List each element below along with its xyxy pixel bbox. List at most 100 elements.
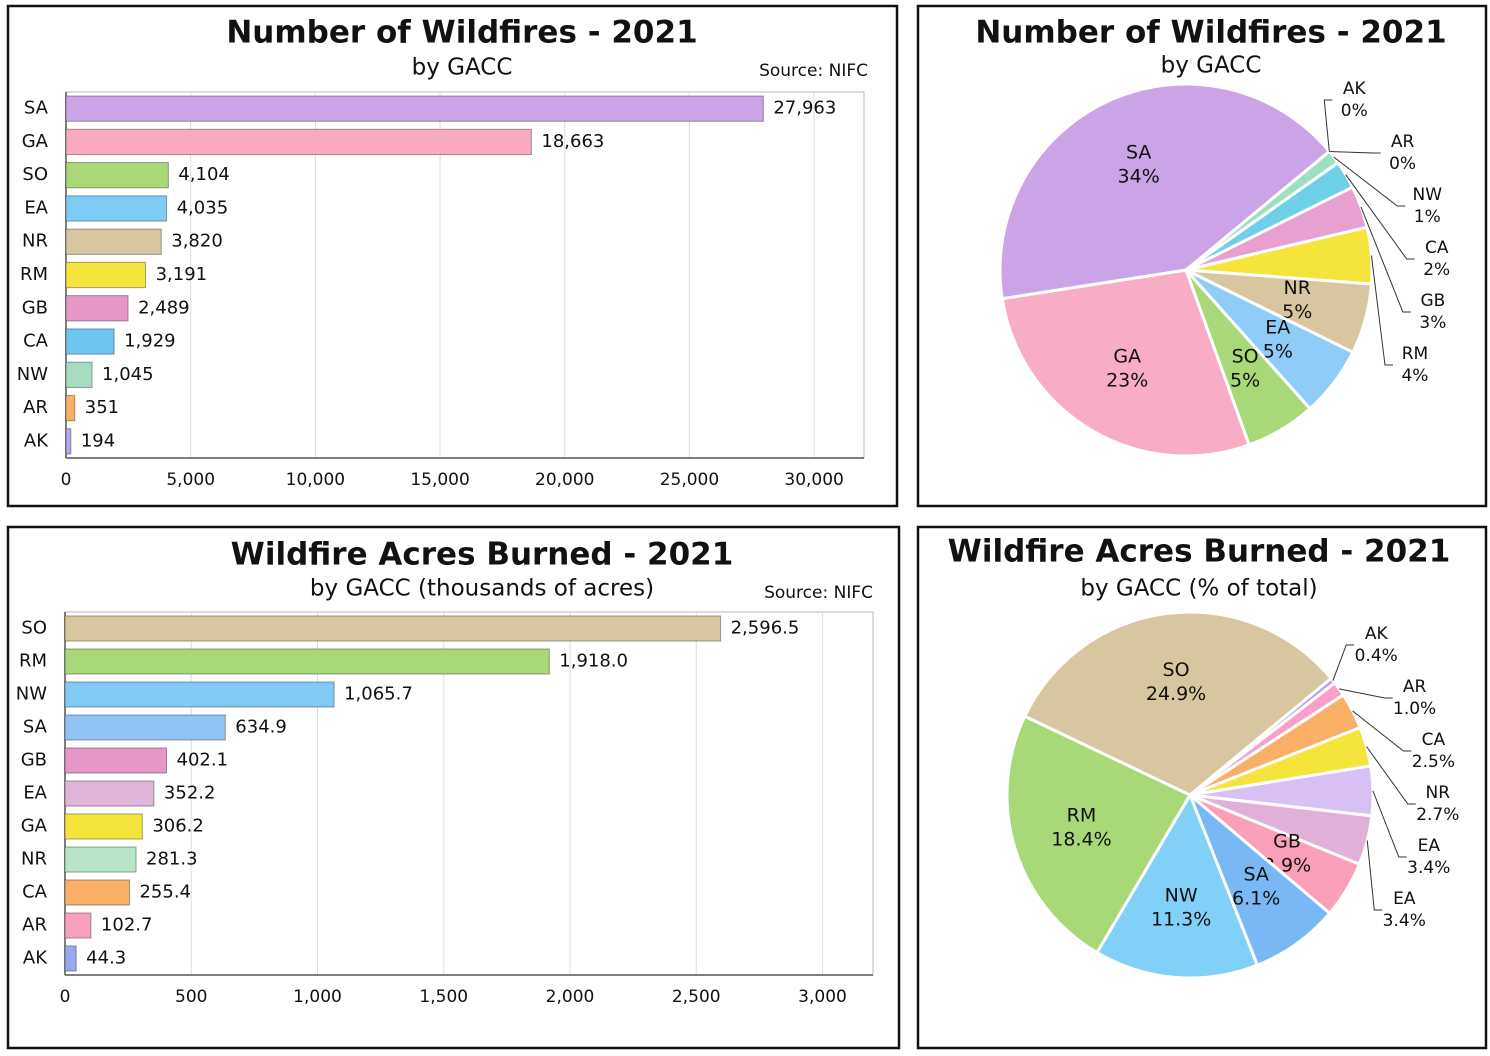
slice-category: SO xyxy=(1163,659,1190,681)
slice-category: GB xyxy=(1420,291,1445,311)
value-label: 1,929 xyxy=(124,331,176,352)
leader-line xyxy=(1323,99,1333,152)
slice-category: EA xyxy=(1393,889,1416,909)
value-label: 2,596.5 xyxy=(731,618,800,639)
slice-label: 23% xyxy=(1106,370,1148,392)
value-label: 1,065.7 xyxy=(344,684,413,705)
slice-category: SO xyxy=(1232,346,1259,368)
bar xyxy=(65,295,129,322)
x-tick-label: 2,000 xyxy=(546,987,595,1007)
panel xyxy=(6,525,901,1050)
slice-category: SA xyxy=(1126,141,1151,163)
slice-label: 2% xyxy=(1423,260,1450,280)
bar xyxy=(65,128,532,156)
chart-title: Number of Wildfires - 2021 xyxy=(226,15,697,51)
x-tick-label: 15,000 xyxy=(410,470,469,490)
category-label: EA xyxy=(24,197,48,218)
bar xyxy=(64,780,155,807)
slice-category: CA xyxy=(1425,238,1449,258)
slice-category: NW xyxy=(1413,185,1443,205)
slice-category: AK xyxy=(1365,624,1389,644)
slice-label: 4% xyxy=(1401,366,1428,386)
x-tick-label: 20,000 xyxy=(535,470,594,490)
slice-category: EA xyxy=(1418,836,1441,856)
chart-subtitle: by GACC xyxy=(1161,53,1262,79)
slice-label: 24.9% xyxy=(1146,683,1206,705)
value-label: 1,918.0 xyxy=(559,651,628,672)
bar xyxy=(65,95,764,122)
slice-label: 0% xyxy=(1389,154,1416,174)
bar xyxy=(65,328,115,355)
slice-label: 0% xyxy=(1341,101,1368,121)
category-label: CA xyxy=(22,882,48,903)
x-tick-label: 0 xyxy=(61,470,72,490)
bar xyxy=(64,912,92,939)
value-label: 351 xyxy=(85,397,119,418)
chart-subtitle: by GACC (thousands of acres) xyxy=(310,576,654,602)
x-tick-label: 2,500 xyxy=(672,987,721,1007)
category-label: CA xyxy=(23,331,49,352)
value-label: 281.3 xyxy=(146,849,198,870)
x-tick-label: 5,000 xyxy=(166,470,215,490)
category-label: RM xyxy=(20,264,48,285)
value-label: 352.2 xyxy=(164,783,216,804)
slice-category: RM xyxy=(1402,344,1428,364)
category-label: SO xyxy=(22,164,48,185)
bar xyxy=(65,428,72,455)
category-label: SO xyxy=(21,618,47,639)
category-label: AK xyxy=(23,948,48,969)
bar xyxy=(64,747,168,774)
x-tick-label: 25,000 xyxy=(660,470,719,490)
value-label: 306.2 xyxy=(152,816,204,837)
slice-category: AR xyxy=(1403,677,1427,697)
slice-label: 11.3% xyxy=(1151,909,1211,931)
bar xyxy=(64,813,143,840)
leader-line xyxy=(1370,255,1393,366)
bar xyxy=(64,615,722,642)
value-label: 44.3 xyxy=(86,948,126,969)
panel xyxy=(6,4,899,508)
bar xyxy=(65,195,168,222)
slice-label: 0.4% xyxy=(1355,646,1398,666)
category-label: GB xyxy=(22,297,48,318)
slice-label: 5% xyxy=(1263,340,1293,362)
category-label: SA xyxy=(24,98,49,119)
category-label: AK xyxy=(24,430,49,451)
x-tick-label: 30,000 xyxy=(784,470,843,490)
slice-label: 3.4% xyxy=(1383,911,1426,931)
x-tick-label: 0 xyxy=(60,987,71,1007)
slice-category: NW xyxy=(1165,885,1198,907)
chart-subtitle: by GACC (% of total) xyxy=(1080,576,1317,602)
leader-line xyxy=(1360,206,1411,313)
slice-label: 3.4% xyxy=(1407,858,1450,878)
slice-label: 6.1% xyxy=(1232,888,1280,910)
slice-category: NR xyxy=(1426,783,1451,803)
slice-category: GB xyxy=(1273,830,1301,852)
chart-subtitle: by GACC xyxy=(412,55,513,81)
category-label: NR xyxy=(21,849,47,870)
category-label: AR xyxy=(23,397,48,418)
bar xyxy=(65,261,147,289)
bar xyxy=(65,394,76,422)
slice-category: SA xyxy=(1243,864,1268,886)
bar xyxy=(64,714,226,741)
value-label: 402.1 xyxy=(177,750,229,771)
pie-slice xyxy=(1022,610,1334,797)
pie-slice xyxy=(1094,791,1260,980)
slice-label: 18.4% xyxy=(1051,829,1111,851)
category-label: NW xyxy=(17,364,48,385)
x-tick-label: 1,000 xyxy=(293,987,342,1007)
leader-line xyxy=(1333,156,1406,207)
bar xyxy=(64,879,130,906)
value-label: 1,045 xyxy=(102,364,154,385)
category-label: GA xyxy=(22,131,49,152)
slice-category: AR xyxy=(1391,132,1415,152)
leader-line xyxy=(1366,840,1383,911)
category-label: NW xyxy=(16,684,47,705)
slice-label: 34% xyxy=(1118,165,1160,187)
slice-category: EA xyxy=(1265,316,1290,338)
leader-line xyxy=(1332,644,1355,681)
leader-line xyxy=(1372,790,1407,858)
bar xyxy=(65,162,169,189)
